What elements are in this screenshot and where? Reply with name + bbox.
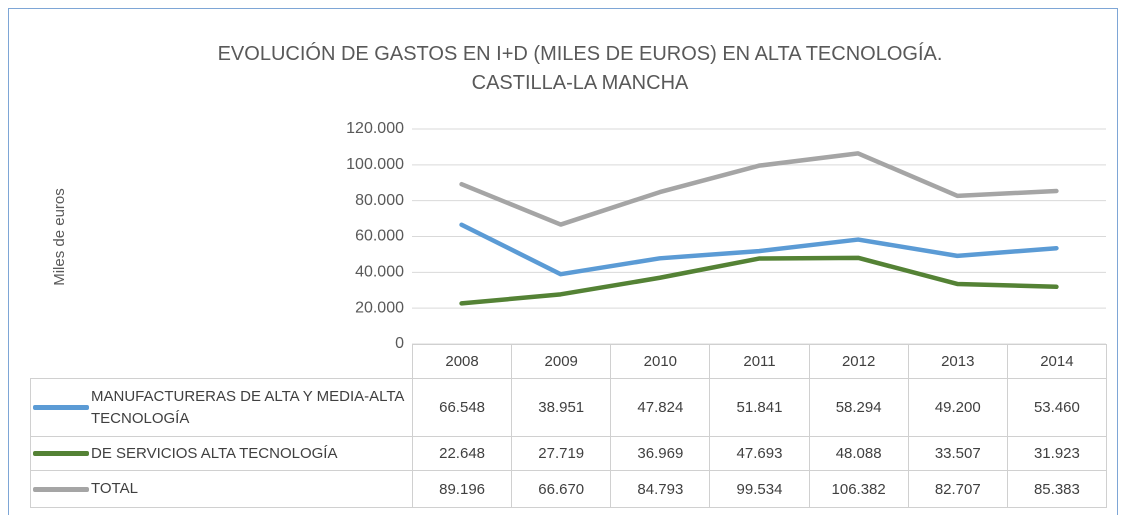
data-label: 53.460	[1006, 378, 1107, 437]
legend-cell: MANUFACTURERAS DE ALTA Y MEDIA-ALTA TECN…	[30, 378, 413, 437]
x-tick-label: 2009	[511, 344, 612, 379]
data-label: 36.969	[610, 436, 711, 471]
chart-title: EVOLUCIÓN DE GASTOS EN I+D (MILES DE EUR…	[217, 43, 943, 94]
chart-border	[8, 8, 1118, 515]
data-label: 48.088	[808, 436, 909, 471]
legend-label: MANUFACTURERAS DE ALTA Y MEDIA-ALTA TECN…	[91, 387, 404, 427]
y-tick-label: 20.000	[355, 299, 404, 316]
data-label: 82.707	[907, 470, 1008, 508]
series-line	[459, 222, 1059, 277]
data-label: 85.383	[1006, 470, 1107, 508]
data-label: 38.951	[511, 378, 612, 437]
data-label: 89.196	[411, 470, 513, 508]
y-axis-title: Miles de euros	[51, 188, 68, 286]
series-line	[459, 151, 1059, 227]
x-tick-label: 2008	[411, 344, 513, 379]
data-label: 22.648	[411, 436, 513, 471]
data-label: 47.824	[610, 378, 711, 437]
title-box: EVOLUCIÓN DE GASTOS EN I+D (MILES DE EUR…	[217, 43, 943, 94]
legend-swatch	[33, 486, 89, 492]
legend-label: DE SERVICIOS ALTA TECNOLOGÍA	[91, 444, 338, 462]
data-label: 66.548	[411, 378, 513, 437]
data-label: 84.793	[610, 470, 711, 508]
y-tick-label: 40.000	[355, 264, 404, 281]
data-label: 33.507	[907, 436, 1008, 471]
data-label: 47.693	[709, 436, 810, 471]
legend-swatch	[33, 451, 89, 456]
y-tick-label: 60.000	[355, 228, 404, 245]
data-label: 99.534	[709, 470, 810, 508]
legend-entry: MANUFACTURERAS DE ALTA Y MEDIA-ALTA TECN…	[33, 386, 412, 430]
data-label: 51.841	[709, 378, 810, 437]
y-tick-label: 80.000	[355, 192, 404, 209]
y-tick-label: 120.000	[346, 120, 404, 137]
x-tick-label: 2012	[808, 344, 909, 379]
y-tick-label: 100.000	[346, 156, 404, 173]
x-tick-label: 2014	[1006, 344, 1107, 379]
data-label: 31.923	[1006, 436, 1107, 471]
data-label: 58.294	[808, 378, 909, 437]
table-corner	[31, 345, 413, 379]
legend-label: TOTAL	[91, 480, 138, 497]
table-row: TOTAL 89.196 66.670 84.793 99.534 106.382 82.7…	[30, 470, 1107, 508]
x-tick-label: 2010	[610, 344, 711, 379]
y-tick-label: 0	[395, 335, 404, 352]
legend-entry: DE SERVICIOS ALTA TECNOLOGÍA	[33, 443, 412, 465]
table-header-row: 2008 2009 2010 2011 2012 2013 2014	[31, 344, 1107, 379]
x-tick-label: 2013	[907, 344, 1008, 379]
legend-cell: DE SERVICIOS ALTA TECNOLOGÍA	[30, 436, 413, 471]
series-line	[459, 255, 1059, 306]
legend-swatch	[33, 405, 89, 410]
legend-cell: TOTAL	[30, 470, 413, 508]
legend-entry: TOTAL	[33, 478, 412, 500]
data-label: 66.670	[511, 470, 612, 508]
table-row: DE SERVICIOS ALTA TECNOLOGÍA 22.648 27.719…	[30, 436, 1107, 471]
table-row: MANUFACTURERAS DE ALTA Y MEDIA-ALTA TECN…	[30, 378, 1107, 437]
data-label: 27.719	[511, 436, 612, 471]
data-label: 49.200	[907, 378, 1008, 437]
x-tick-label: 2011	[709, 344, 810, 379]
data-table: 2008 2009 2010 2011 2012 2013 2014 MANUFACTURER…	[30, 344, 1107, 508]
data-label: 106.382	[808, 470, 909, 508]
